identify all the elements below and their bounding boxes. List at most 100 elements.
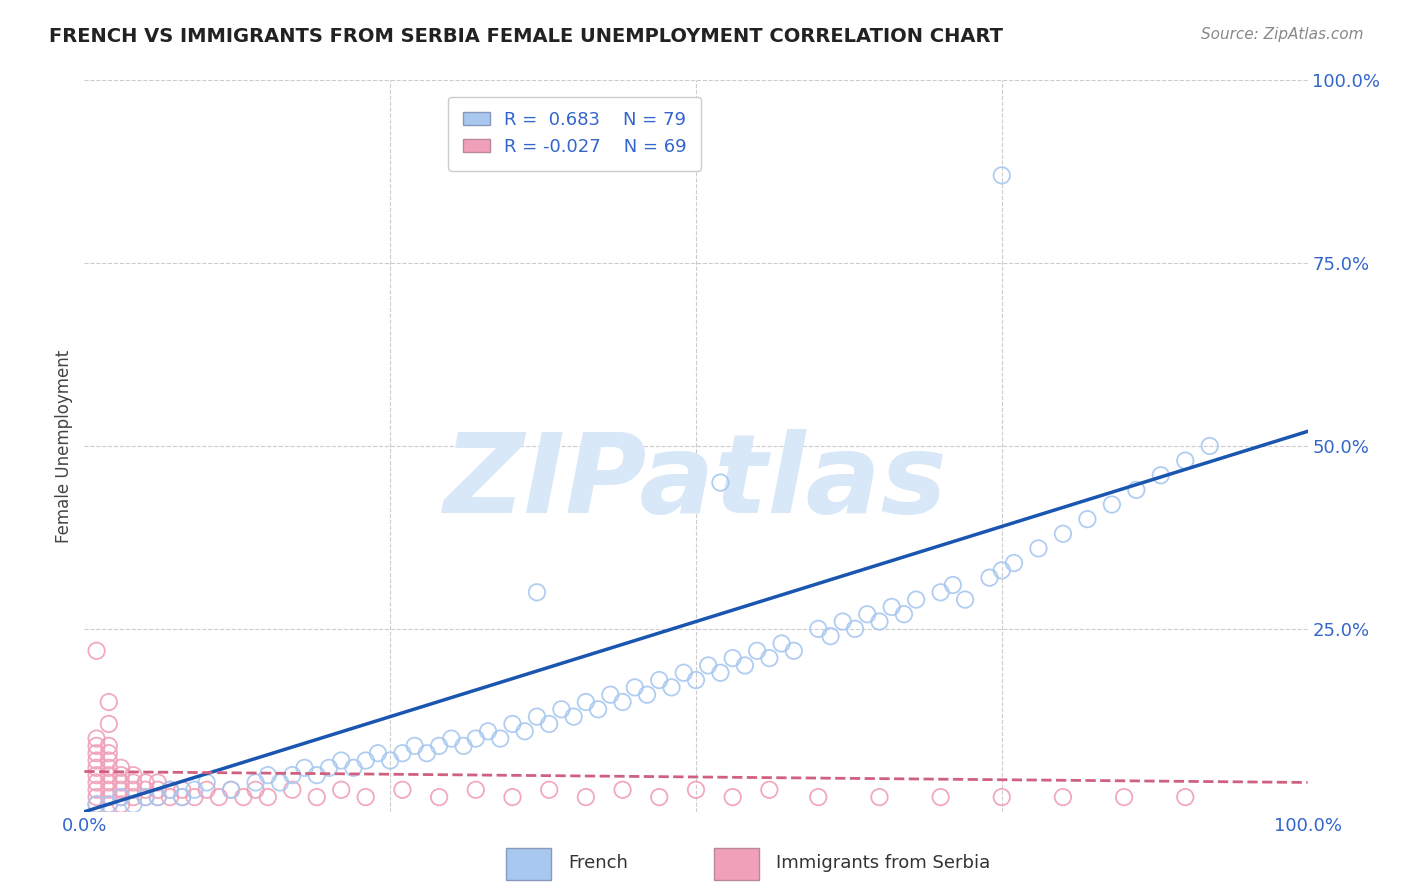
Point	[281, 768, 304, 782]
Point	[893, 607, 915, 622]
Text: ZIPatlas: ZIPatlas	[444, 429, 948, 536]
Point	[354, 754, 377, 768]
Point	[513, 724, 536, 739]
Point	[1052, 790, 1074, 805]
Point	[869, 790, 891, 805]
Point	[404, 739, 426, 753]
Point	[624, 681, 647, 695]
Point	[599, 688, 621, 702]
Point	[367, 746, 389, 760]
Point	[758, 651, 780, 665]
Point	[269, 775, 291, 789]
Point	[844, 622, 866, 636]
Point	[245, 775, 267, 789]
Point	[86, 761, 108, 775]
Point	[942, 578, 965, 592]
Point	[586, 702, 609, 716]
Point	[672, 665, 695, 680]
Point	[135, 775, 157, 789]
FancyBboxPatch shape	[506, 848, 551, 880]
Point	[709, 665, 731, 680]
Point	[538, 717, 561, 731]
Point	[807, 790, 830, 805]
Point	[380, 754, 402, 768]
Point	[97, 797, 120, 812]
Point	[86, 790, 108, 805]
Text: FRENCH VS IMMIGRANTS FROM SERBIA FEMALE UNEMPLOYMENT CORRELATION CHART: FRENCH VS IMMIGRANTS FROM SERBIA FEMALE …	[49, 27, 1004, 45]
Point	[1150, 468, 1173, 483]
Point	[929, 585, 952, 599]
Text: French: French	[568, 854, 628, 872]
Point	[86, 644, 108, 658]
Point	[159, 782, 181, 797]
Point	[257, 790, 280, 805]
Point	[526, 709, 548, 723]
Point	[342, 761, 364, 775]
Point	[758, 782, 780, 797]
Point	[770, 636, 793, 650]
Point	[172, 790, 194, 805]
Point	[305, 790, 328, 805]
Point	[86, 731, 108, 746]
Point	[831, 615, 853, 629]
Point	[953, 592, 976, 607]
Point	[86, 746, 108, 760]
Point	[146, 782, 169, 797]
Point	[183, 790, 205, 805]
Point	[807, 622, 830, 636]
Point	[427, 790, 450, 805]
Point	[97, 695, 120, 709]
Point	[721, 651, 744, 665]
Point	[86, 797, 108, 812]
Point	[929, 790, 952, 805]
Point	[318, 761, 340, 775]
Point	[464, 782, 486, 797]
Point	[97, 761, 120, 775]
Y-axis label: Female Unemployment: Female Unemployment	[55, 350, 73, 542]
Point	[391, 746, 413, 760]
Point	[1198, 439, 1220, 453]
Point	[489, 731, 512, 746]
Point	[354, 790, 377, 805]
Point	[257, 768, 280, 782]
Point	[86, 782, 108, 797]
Point	[97, 782, 120, 797]
Point	[526, 585, 548, 599]
Point	[575, 790, 598, 805]
Point	[97, 717, 120, 731]
Point	[330, 782, 353, 797]
Point	[612, 695, 634, 709]
Point	[550, 702, 572, 716]
Point	[305, 768, 328, 782]
Point	[86, 754, 108, 768]
Point	[195, 775, 218, 789]
FancyBboxPatch shape	[714, 848, 759, 880]
Point	[97, 797, 120, 812]
Point	[453, 739, 475, 753]
Point	[281, 782, 304, 797]
Point	[208, 790, 231, 805]
Point	[697, 658, 720, 673]
Point	[146, 790, 169, 805]
Point	[159, 782, 181, 797]
Point	[122, 768, 145, 782]
Point	[245, 782, 267, 797]
Point	[575, 695, 598, 709]
Point	[110, 790, 132, 805]
Point	[122, 797, 145, 812]
Point	[991, 169, 1014, 183]
Point	[86, 768, 108, 782]
Point	[502, 790, 524, 805]
Point	[721, 790, 744, 805]
Point	[219, 782, 242, 797]
Point	[747, 644, 769, 658]
Point	[991, 790, 1014, 805]
Point	[122, 775, 145, 789]
Point	[562, 709, 585, 723]
Point	[440, 731, 463, 746]
Point	[135, 782, 157, 797]
Point	[110, 768, 132, 782]
Point	[416, 746, 439, 760]
Point	[869, 615, 891, 629]
Point	[146, 775, 169, 789]
